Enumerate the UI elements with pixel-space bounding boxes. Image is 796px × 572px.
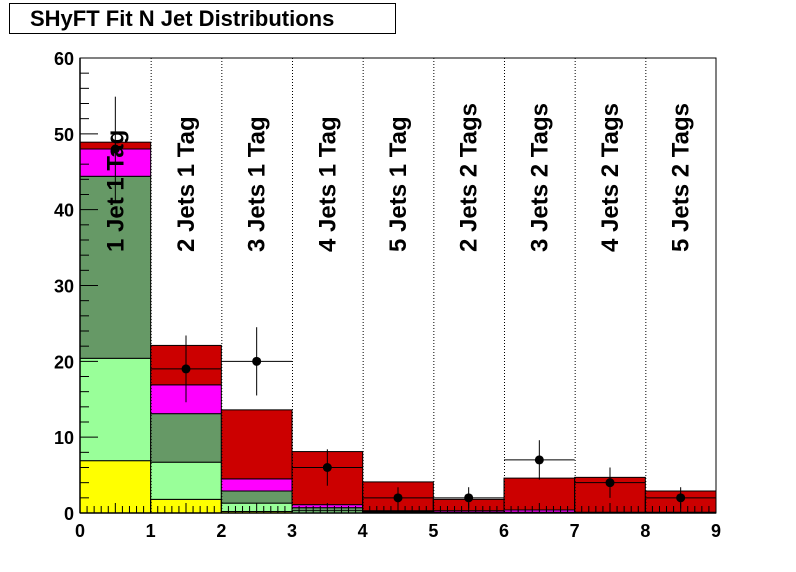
bar-segment-1-2 <box>80 358 151 460</box>
data-point-4 <box>323 463 332 472</box>
y-tick-label-6: 60 <box>54 49 74 69</box>
bar-segment-2-2 <box>151 462 222 499</box>
data-point-2 <box>182 364 191 373</box>
y-tick-label-4: 40 <box>54 201 74 221</box>
bin-label-5: 5 Jets 1 Tag <box>385 116 412 252</box>
x-tick-label-7: 7 <box>570 521 580 541</box>
x-tick-label-2: 2 <box>216 521 226 541</box>
bin-label-7: 3 Jets 2 Tags <box>526 103 553 252</box>
bin-label-4: 4 Jets 1 Tag <box>314 116 341 252</box>
data-point-9 <box>676 493 685 502</box>
y-tick-label-1: 10 <box>54 428 74 448</box>
bar-segment-2-3 <box>151 414 222 463</box>
data-point-7 <box>535 455 544 464</box>
data-point-6 <box>464 493 473 502</box>
bin-label-6: 2 Jets 2 Tags <box>456 103 483 252</box>
bar-segment-3-4 <box>221 479 292 491</box>
y-tick-label-3: 30 <box>54 277 74 297</box>
y-tick-label-5: 50 <box>54 125 74 145</box>
x-tick-label-9: 9 <box>711 521 721 541</box>
x-tick-label-8: 8 <box>640 521 650 541</box>
y-tick-label-2: 20 <box>54 352 74 372</box>
x-tick-label-3: 3 <box>287 521 297 541</box>
bin-label-3: 3 Jets 1 Tag <box>244 116 271 252</box>
bin-label-9: 5 Jets 2 Tags <box>668 103 695 252</box>
bar-segment-3-3 <box>221 491 292 503</box>
data-point-1 <box>111 145 120 154</box>
x-tick-label-5: 5 <box>428 521 438 541</box>
y-tick-label-0: 0 <box>64 504 74 524</box>
x-tick-label-1: 1 <box>146 521 156 541</box>
data-point-3 <box>252 357 261 366</box>
bin-label-2: 2 Jets 1 Tag <box>173 116 200 252</box>
x-tick-label-4: 4 <box>358 521 368 541</box>
data-point-8 <box>606 478 615 487</box>
bin-label-8: 4 Jets 2 Tags <box>597 103 624 252</box>
bar-segment-3-5 <box>221 410 292 479</box>
x-tick-label-0: 0 <box>75 521 85 541</box>
data-point-5 <box>394 493 403 502</box>
bin-labels: 1 Jet 1 Tag 2 Jets 1 Tag 3 Jets 1 Tag 4 Jet… <box>102 103 694 252</box>
x-tick-label-6: 6 <box>499 521 509 541</box>
